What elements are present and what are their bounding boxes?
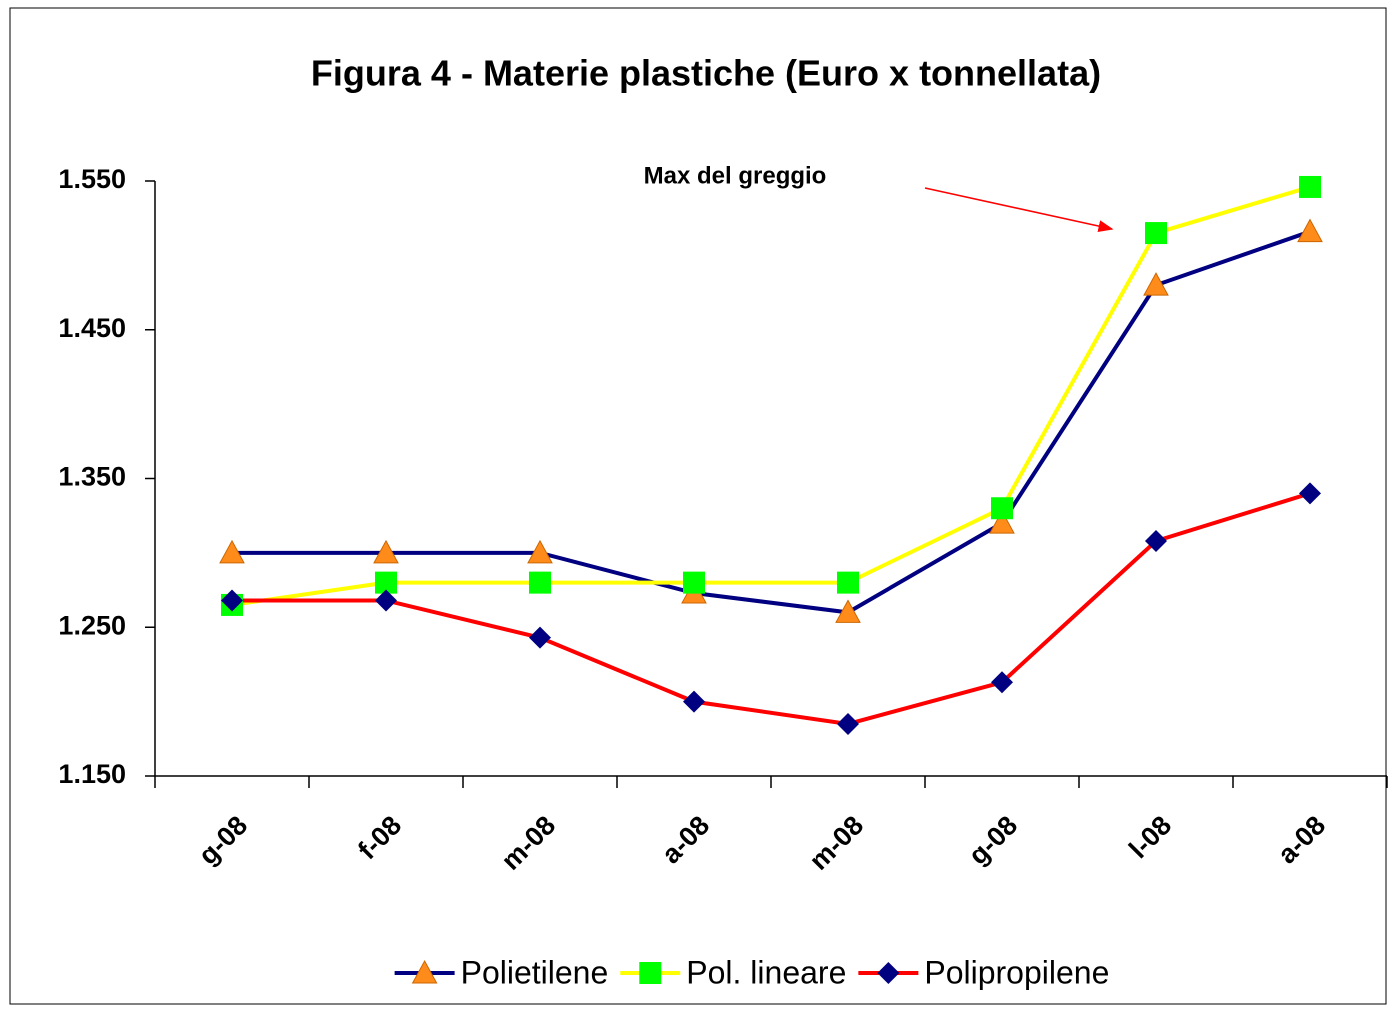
data-point (221, 589, 243, 612)
y-tick-label: 1.450 (58, 313, 126, 343)
data-point (1297, 218, 1323, 243)
data-point (527, 539, 553, 564)
data-point (529, 571, 551, 594)
data-point (219, 539, 245, 564)
series-line (231, 185, 1311, 607)
data-point (1299, 482, 1321, 505)
chart-frame (9, 7, 1387, 1005)
legend: Polietilene Pol. lineare Polipropilene (394, 954, 1109, 990)
data-point (529, 626, 551, 649)
data-point (375, 571, 397, 594)
legend-label: Pol. lineare (686, 954, 846, 990)
annotation-arrow (924, 187, 1114, 232)
data-point (683, 571, 705, 594)
data-point (991, 497, 1013, 520)
data-point (683, 690, 705, 713)
data-point (1145, 529, 1167, 552)
data-point (989, 510, 1015, 534)
legend-item: Polipropilene (858, 954, 1109, 990)
data-point (837, 571, 859, 594)
legend-marker (877, 962, 900, 984)
annotation: Max del greggio (644, 162, 827, 189)
data-point (835, 599, 861, 623)
data-point (375, 589, 397, 612)
legend-marker (411, 959, 438, 984)
legend-label: Polipropilene (924, 954, 1109, 990)
legend-item: Polietilene (394, 954, 609, 990)
legend-label: Polietilene (461, 954, 609, 990)
chart-title: Figura 4 - Materie plastiche (Euro x ton… (311, 53, 1101, 94)
y-tick-label: 1.250 (58, 610, 126, 640)
y-tick-label: 1.350 (58, 462, 126, 492)
legend-item: Pol. lineare (620, 954, 846, 990)
legend-marker (639, 962, 662, 984)
data-point (837, 712, 859, 735)
series-line (232, 491, 1311, 726)
data-point (1299, 175, 1321, 198)
data-point (1143, 272, 1169, 296)
series-line (232, 229, 1311, 615)
y-tick-label: 1.150 (58, 759, 126, 789)
y-tick-label: 1.550 (58, 164, 126, 194)
data-point (991, 671, 1013, 694)
data-point (373, 539, 399, 564)
data-point (1145, 222, 1167, 245)
